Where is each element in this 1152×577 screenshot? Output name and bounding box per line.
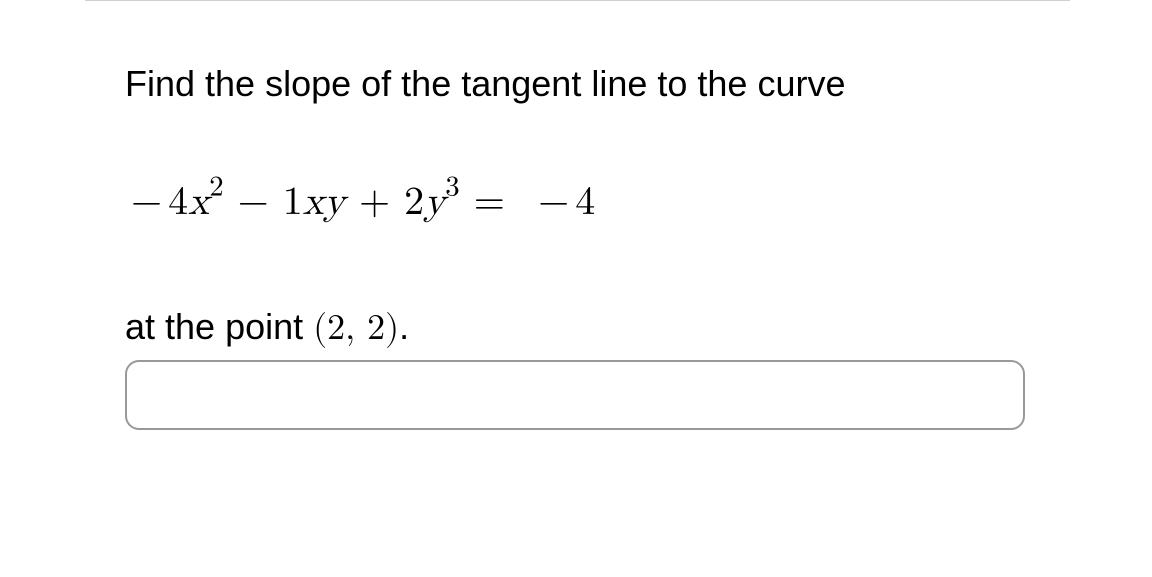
question-card: Find the slope of the tangent line to th… <box>85 0 1070 470</box>
eq-b-coef: 1 <box>283 182 303 222</box>
closing-suffix: . <box>399 306 409 347</box>
eq-a-coef: 4 <box>168 182 188 222</box>
eq-rhs-sign: − <box>532 178 575 226</box>
eq-op2: + <box>345 182 404 222</box>
eq-eq: = <box>460 182 519 222</box>
page: Find the slope of the tangent line to th… <box>0 0 1152 577</box>
closing-prefix: at the point <box>125 306 313 347</box>
eq-b-vars: xy <box>303 182 345 222</box>
eq-a-var: x <box>188 182 209 222</box>
eq-c-exp: 3 <box>445 172 459 201</box>
prompt-text: Find the slope of the tangent line to th… <box>125 61 1030 108</box>
eq-op1: − <box>224 182 283 222</box>
eq-c-coef: 2 <box>404 182 424 222</box>
eq-a-sign: − <box>125 178 168 226</box>
equation: −4x2−1xy+2y3= −4 <box>125 178 1030 226</box>
answer-input[interactable] <box>125 360 1025 430</box>
closing-line: at the point (2, 2). <box>125 306 1030 350</box>
eq-rhs-val: 4 <box>575 182 595 222</box>
eq-a-exp: 2 <box>209 172 223 201</box>
eq-c-var: y <box>424 182 445 222</box>
closing-point: (2, 2) <box>313 310 399 346</box>
